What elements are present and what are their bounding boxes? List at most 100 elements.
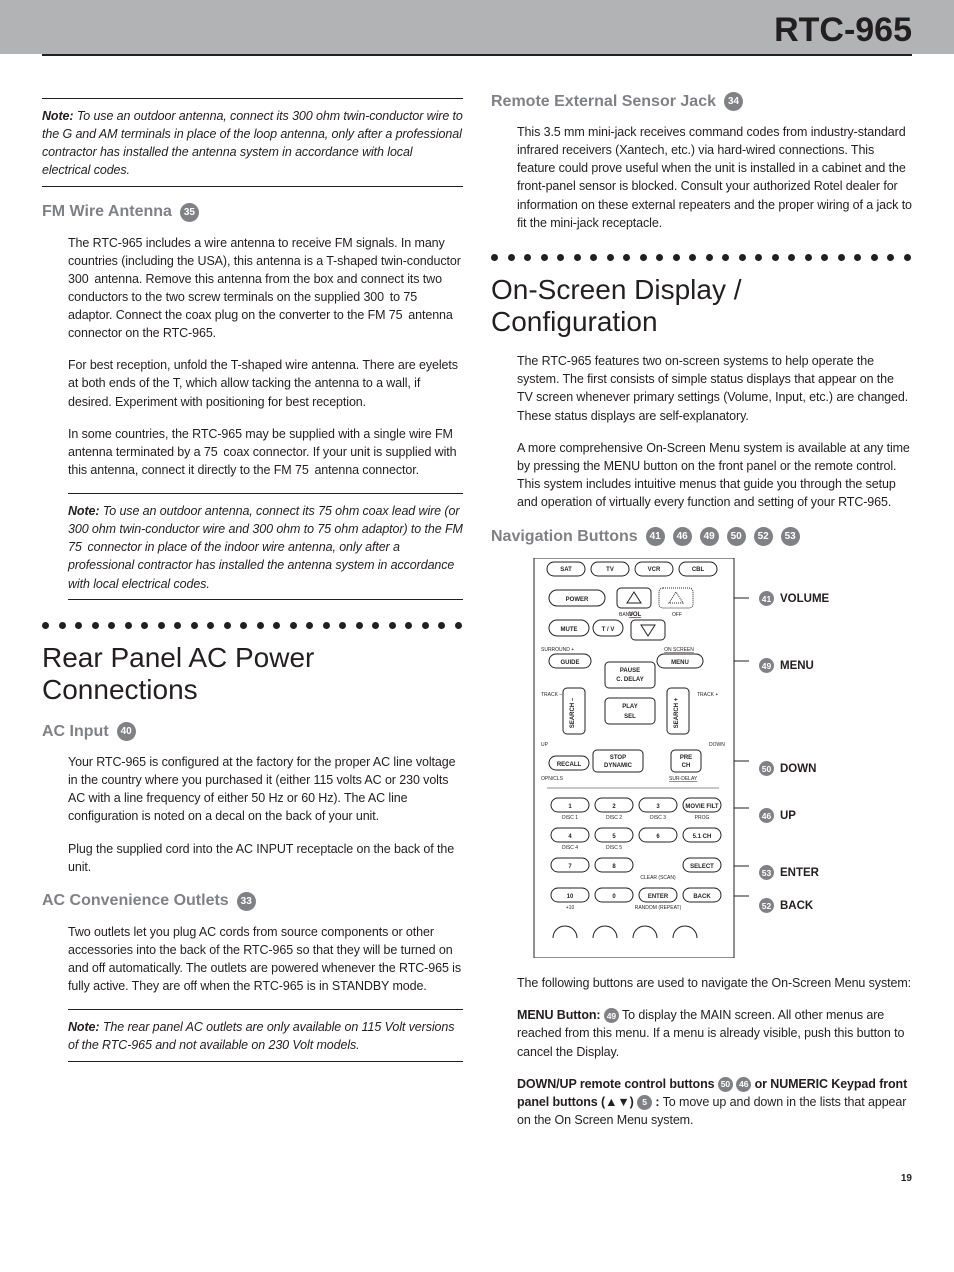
- svg-text:DISC 5: DISC 5: [606, 845, 622, 851]
- svg-text:OPN/CLS: OPN/CLS: [541, 776, 564, 782]
- svg-text:+10: +10: [566, 905, 575, 911]
- callout-34: 34: [724, 92, 743, 111]
- dot-rule: [42, 622, 463, 630]
- callout-back: 52 BACK: [759, 898, 829, 913]
- svg-text:T / V: T / V: [602, 627, 615, 633]
- rule: [68, 1061, 463, 1062]
- callout-35: 35: [180, 203, 199, 222]
- svg-text:SUR-DELAY: SUR-DELAY: [669, 776, 698, 782]
- callout-50-inline: 50: [718, 1077, 733, 1092]
- ac-conv-p: Two outlets let you plug AC cords from s…: [68, 923, 463, 996]
- callout-enter: 53 ENTER: [759, 865, 829, 880]
- svg-text:VOL: VOL: [629, 612, 642, 618]
- heading-remote-ext: Remote External Sensor Jack 34: [491, 92, 912, 111]
- svg-text:CLEAR (SCAN): CLEAR (SCAN): [640, 875, 676, 881]
- fm-p2: For best reception, unfold the T-shaped …: [68, 356, 463, 410]
- callout-up: 46 UP: [759, 808, 829, 823]
- remote-ext-p: This 3.5 mm mini-jack receives command c…: [517, 123, 912, 232]
- svg-text:SEARCH –: SEARCH –: [570, 697, 576, 728]
- svg-text:SEARCH +: SEARCH +: [674, 697, 680, 728]
- fm-p1: The RTC-965 includes a wire antenna to r…: [68, 234, 463, 343]
- callout-5-inline: 5: [637, 1095, 652, 1110]
- nav-body-p1: The following buttons are used to naviga…: [517, 974, 912, 992]
- svg-text:PROG: PROG: [695, 815, 710, 821]
- right-column: Remote External Sensor Jack 34 This 3.5 …: [491, 92, 912, 1143]
- svg-text:POWER: POWER: [566, 597, 589, 603]
- callout-46: 46: [673, 527, 692, 546]
- svg-text:DISC 2: DISC 2: [606, 815, 622, 821]
- svg-text:5.1 CH: 5.1 CH: [693, 834, 712, 840]
- callout-40: 40: [117, 722, 136, 741]
- svg-text:CH: CH: [682, 763, 691, 769]
- svg-text:DISC 1: DISC 1: [562, 815, 578, 821]
- callout-volume: 41 VOLUME: [759, 591, 829, 606]
- svg-text:SELECT: SELECT: [690, 864, 714, 870]
- svg-text:PLAY: PLAY: [622, 704, 637, 710]
- rule: [42, 186, 463, 187]
- heading-nav-buttons: Navigation Buttons 41 46 49 50 52 53: [491, 527, 912, 546]
- svg-text:MOVIE FILT: MOVIE FILT: [685, 804, 719, 810]
- svg-text:STOP: STOP: [610, 755, 626, 761]
- svg-text:DISC 3: DISC 3: [650, 815, 666, 821]
- svg-text:TV: TV: [606, 567, 614, 573]
- ac-p2: Plug the supplied cord into the AC INPUT…: [68, 840, 463, 876]
- svg-text:TRACK –: TRACK –: [541, 692, 562, 698]
- svg-text:PRE: PRE: [680, 755, 692, 761]
- rule: [42, 98, 463, 99]
- callout-50: 50: [727, 527, 746, 546]
- osd-p2: A more comprehensive On-Screen Menu syst…: [517, 439, 912, 512]
- callout-down: 50 DOWN: [759, 761, 829, 776]
- callout-49-inline: 49: [604, 1008, 619, 1023]
- downup-p: DOWN/UP remote control buttons 50 46 or …: [517, 1075, 912, 1129]
- note-ac-outlets: Note: The rear panel AC outlets are only…: [68, 1018, 463, 1054]
- rule: [68, 493, 463, 494]
- rule: [68, 1009, 463, 1010]
- callout-33: 33: [237, 892, 256, 911]
- svg-text:SURROUND +: SURROUND +: [541, 647, 574, 653]
- svg-text:OFF: OFF: [672, 612, 682, 618]
- svg-text:DISC 4: DISC 4: [562, 845, 578, 851]
- svg-text:ON SCREEN: ON SCREEN: [664, 647, 694, 653]
- svg-text:ENTER: ENTER: [648, 894, 669, 900]
- remote-callouts: 41 VOLUME 49 MENU 50 DOWN 46 UP: [759, 558, 829, 918]
- product-title: RTC-965: [774, 11, 912, 50]
- remote-figure: .rb { fill:#fff; stroke:#231f20; stroke-…: [519, 558, 912, 958]
- svg-text:SEL: SEL: [624, 714, 636, 720]
- callout-49: 49: [700, 527, 719, 546]
- remote-svg: .rb { fill:#fff; stroke:#231f20; stroke-…: [519, 558, 749, 958]
- page-number: 19: [0, 1173, 954, 1204]
- page-content: Note: To use an outdoor antenna, connect…: [0, 56, 954, 1173]
- heading-fm-wire: FM Wire Antenna 35: [42, 203, 463, 222]
- svg-text:10: 10: [567, 894, 574, 900]
- heading-rear-panel: Rear Panel AC Power Connections: [42, 642, 463, 706]
- svg-text:UP: UP: [541, 742, 549, 748]
- svg-text:BACK: BACK: [693, 894, 711, 900]
- note-outdoor-am: Note: To use an outdoor antenna, connect…: [42, 107, 463, 180]
- osd-p1: The RTC-965 features two on-screen syste…: [517, 352, 912, 425]
- header-bar: RTC-965: [0, 0, 954, 54]
- menu-button-p: MENU Button: 49 To display the MAIN scre…: [517, 1006, 912, 1060]
- note-outdoor-fm: Note: To use an outdoor antenna, connect…: [68, 502, 463, 593]
- heading-osd: On-Screen Display / Configuration: [491, 274, 912, 338]
- dot-rule: [491, 254, 912, 262]
- callout-46-inline: 46: [736, 1077, 751, 1092]
- heading-ac-input: AC Input 40: [42, 722, 463, 741]
- svg-text:TRACK +: TRACK +: [697, 692, 718, 698]
- ac-p1: Your RTC-965 is configured at the factor…: [68, 753, 463, 826]
- svg-text:MUTE: MUTE: [561, 627, 578, 633]
- callout-menu: 49 MENU: [759, 658, 829, 673]
- svg-text:C. DELAY: C. DELAY: [616, 677, 643, 683]
- svg-text:RECALL: RECALL: [557, 762, 582, 768]
- svg-text:GUIDE: GUIDE: [560, 660, 579, 666]
- svg-text:DOWN: DOWN: [709, 742, 725, 748]
- svg-text:DYNAMIC: DYNAMIC: [604, 763, 633, 769]
- rule: [68, 599, 463, 600]
- left-column: Note: To use an outdoor antenna, connect…: [42, 92, 463, 1143]
- svg-text:SAT: SAT: [560, 567, 572, 573]
- svg-text:CBL: CBL: [692, 567, 705, 573]
- svg-text:PAUSE: PAUSE: [620, 668, 640, 674]
- fm-p3: In some countries, the RTC-965 may be su…: [68, 425, 463, 479]
- svg-text:VCR: VCR: [648, 567, 661, 573]
- heading-ac-conv: AC Convenience Outlets 33: [42, 892, 463, 911]
- callout-52: 52: [754, 527, 773, 546]
